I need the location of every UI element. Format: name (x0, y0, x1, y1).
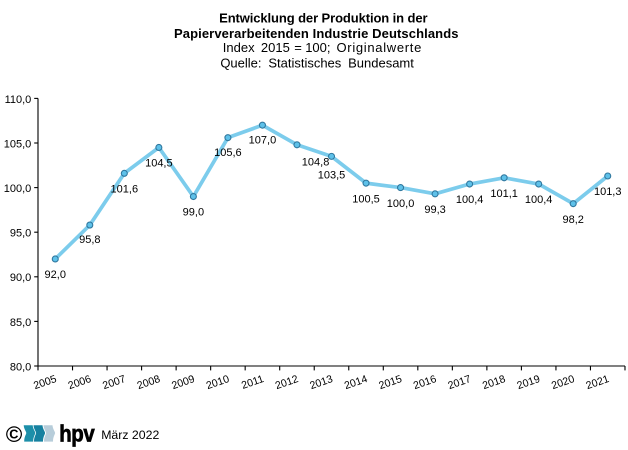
svg-text:104,5: 104,5 (145, 158, 173, 170)
svg-text:99,3: 99,3 (424, 204, 445, 216)
svg-text:95,0: 95,0 (10, 228, 31, 240)
svg-text:100,5: 100,5 (352, 193, 380, 205)
svg-text:98,2: 98,2 (562, 214, 583, 226)
svg-text:100,0: 100,0 (387, 198, 415, 210)
svg-text:2016: 2016 (412, 373, 438, 392)
svg-text:2018: 2018 (481, 373, 507, 392)
svg-text:2010: 2010 (205, 373, 231, 392)
svg-text:2005: 2005 (32, 373, 58, 392)
svg-text:104,8: 104,8 (302, 156, 330, 168)
svg-text:100,4: 100,4 (525, 194, 553, 206)
svg-text:2019: 2019 (515, 373, 541, 392)
svg-text:2007: 2007 (101, 373, 127, 392)
svg-text:2014: 2014 (343, 373, 369, 392)
svg-text:2006: 2006 (67, 373, 93, 392)
svg-text:99,0: 99,0 (183, 207, 204, 219)
svg-text:Originalwerte: Originalwerte (337, 40, 422, 55)
svg-text:2009: 2009 (170, 373, 196, 392)
svg-text:103,5: 103,5 (318, 170, 346, 182)
svg-text:80,0: 80,0 (10, 361, 31, 373)
svg-text:105,0: 105,0 (4, 138, 32, 150)
svg-text:2008: 2008 (136, 373, 162, 392)
svg-text:©: © (6, 422, 23, 447)
svg-text:85,0: 85,0 (10, 317, 31, 329)
svg-text:2015: 2015 (377, 373, 403, 392)
svg-text:101,6: 101,6 (111, 184, 139, 196)
svg-text:101,3: 101,3 (594, 186, 622, 198)
svg-text:92,0: 92,0 (45, 269, 66, 281)
svg-text:März 2022: März 2022 (101, 428, 159, 442)
svg-text:100,0: 100,0 (4, 183, 32, 195)
svg-text:2012: 2012 (274, 373, 300, 392)
svg-text:90,0: 90,0 (10, 272, 31, 284)
svg-text:95,8: 95,8 (79, 234, 100, 246)
svg-text:2013: 2013 (308, 373, 334, 392)
svg-text:Entwicklung der Produktion in: Entwicklung der Produktion in der (219, 11, 427, 26)
svg-text:Papierverarbeitenden Industrie: Papierverarbeitenden Industrie Deutschla… (174, 26, 459, 41)
svg-text:2011: 2011 (240, 373, 266, 392)
svg-text:Quelle: Statistisches Bundesam: Quelle: Statistisches Bundesamt (220, 55, 414, 70)
svg-text:2017: 2017 (446, 373, 472, 392)
svg-text:101,1: 101,1 (490, 188, 518, 200)
svg-text:105,6: 105,6 (214, 147, 242, 159)
svg-text:100,4: 100,4 (456, 194, 484, 206)
svg-text:107,0: 107,0 (249, 134, 277, 146)
svg-text:2021: 2021 (585, 373, 611, 392)
svg-text:hpv: hpv (59, 421, 94, 447)
svg-text:110,0: 110,0 (5, 94, 32, 106)
svg-text:2020: 2020 (550, 373, 576, 392)
